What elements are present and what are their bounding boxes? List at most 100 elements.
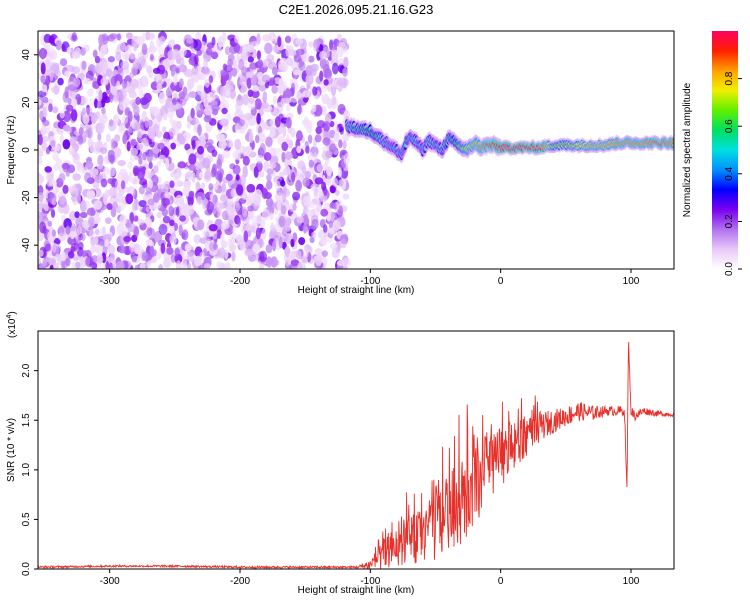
spectrogram-noise-cell [109,166,116,177]
spectrogram-noise-cell [43,42,51,50]
spectrogram-noise-cell [85,256,94,268]
spectrogram-noise-cell [256,214,263,225]
spectrogram-noise-cell [179,215,187,222]
spectrogram-noise-cell [173,172,182,180]
spectrogram-noise-cell [281,151,286,163]
spectrogram-noise-cell [264,42,273,54]
spectrogram-noise-cell [297,104,302,115]
spectrogram-noise-cell [72,173,81,181]
spectrogram-noise-cell [48,103,53,113]
spectrogram-noise-cell [250,225,256,233]
spectrogram-noise-cell [225,173,233,181]
spectrogram-noise-cell [252,85,259,92]
spectrogram-noise-cell [280,180,286,187]
spectrogram-noise-cell [261,101,269,109]
spectrogram-noise-cell [277,59,286,71]
spectrogram-noise-cell [103,166,110,176]
spectrogram-noise-cell [247,98,256,110]
spectrogram-noise-cell [257,59,264,69]
spectrogram-noise-cell [284,35,292,44]
colorbar-tick-label: 0.0 [724,262,735,276]
spectrogram-noise-cell [224,261,231,269]
spectrogram-noise-cell [178,262,188,269]
spectrogram-noise-cell [302,90,310,98]
spectrogram-noise-cell [100,178,108,188]
spectrogram-noise-cell [211,104,220,112]
spectrogram-noise-cell [329,202,336,209]
spectrogram-noise-cell [308,41,314,48]
spectrogram-noise-cell [248,192,255,204]
spectrogram-noise-cell [316,202,322,212]
spectrogram-noise-cell [164,191,171,200]
spectrogram-noise-cell [125,193,134,205]
spectrogram-noise-cell [224,46,231,55]
spectrogram-noise-cell [285,117,292,129]
spectrogram-noise-cell [59,58,68,67]
spectrogram-noise-cell [226,139,233,148]
spectrogram-noise-cell [175,194,184,207]
spectrogram-noise-cell [194,161,201,171]
spectrogram-noise-cell [92,142,98,149]
spectrogram-noise-cell [58,196,66,205]
spectrogram-noise-cell [153,165,159,174]
spectrogram-noise-cell [119,214,128,225]
spectrogram-noise-cell [59,110,65,119]
spectrogram-noise-cell [39,110,44,121]
spectrogram-noise-cell [284,151,293,160]
spectrogram-noise-cell [268,32,277,42]
spectrogram-noise-cell [101,107,106,115]
spectrogram-noise-cell [336,33,342,41]
spectrogram-noise-cell [228,243,236,252]
spectrogram-noise-cell [252,243,261,253]
spectrogram-x-label: Height of straight line (km) [298,285,415,296]
spectrogram-noise-cell [245,71,255,78]
spectrogram-noise-cell [154,231,163,243]
spectrogram-noise-cell [87,88,94,97]
spectrogram-noise-cell [304,170,312,180]
spectrogram-noise-cell [65,257,71,267]
spectrogram-noise-cell [74,211,80,219]
spectrogram-noise-cell [142,181,148,189]
spectrogram-noise-cell [278,236,283,249]
spectrogram-noise-cell [182,204,191,215]
spectrogram-noise-cell [182,185,191,197]
spectrogram-y-label: Frequency (Hz) [6,116,17,185]
spectrogram-noise-cell [111,86,118,96]
spectrogram-noise-cell [94,62,103,74]
spectrogram-noise-cell [231,251,236,262]
spectrogram-noise-cell [297,262,303,269]
spectrogram-noise-cell [255,154,265,164]
spectrogram-noise-cell [75,217,84,228]
colorbar-tick-label: 0.2 [724,214,735,228]
spectrogram-noise-cell [290,96,299,103]
spectrogram-noise-cell [277,199,282,212]
spectrogram-noise-cell [68,250,75,259]
spectrogram-noise-cell [321,85,327,93]
spectrogram-noise-cell [126,141,131,152]
spectrogram-noise-cell [272,45,280,53]
spectrogram-noise-cell [256,50,262,60]
spectrogram-noise-cell [142,151,147,161]
spectrogram-noise-cell [80,47,86,56]
snr-plot-area [38,331,674,569]
spectrogram-noise-cell [191,66,199,76]
spectrogram-noise-cell [141,43,148,56]
spectrogram-noise-cell [124,44,133,56]
spectrogram-noise-cell [233,42,241,53]
spectrogram-noise-cell [170,142,176,150]
spectrogram-noise-cell [71,32,77,41]
spectrogram-noise-cell [222,150,231,159]
spectrogram-noise-cell [96,101,102,109]
spectrogram-noise-cell [335,126,340,138]
spectrogram-noise-cell [323,79,329,86]
spectrogram-noise-cell [172,65,182,75]
spectrogram-noise-cell [58,128,64,135]
spectrogram-noise-cell [247,119,257,127]
spectrogram-noise-cell [247,89,254,98]
spectrogram-noise-cell [158,154,167,163]
spectrogram-noise-cell [160,242,166,254]
spectrogram-noise-cell [118,101,128,111]
spectrogram-noise-cell [117,160,126,167]
spectrogram-noise-cell [127,110,133,123]
